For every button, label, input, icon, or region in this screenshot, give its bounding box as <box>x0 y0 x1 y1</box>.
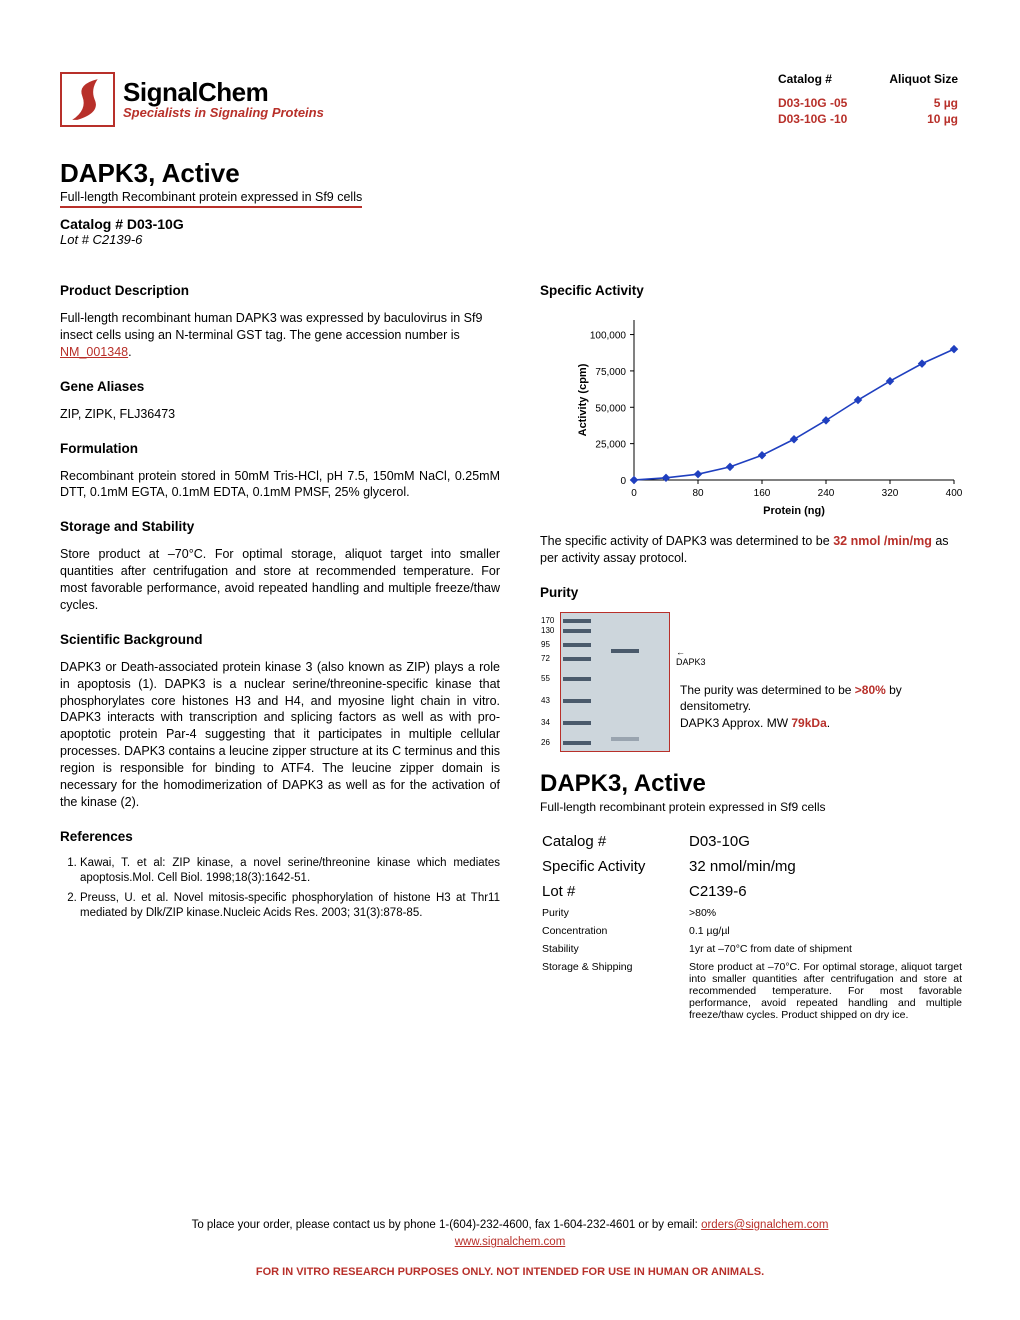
svg-text:320: 320 <box>882 488 899 499</box>
footer-warning: FOR IN VITRO RESEARCH PURPOSES ONLY. NOT… <box>60 1264 960 1281</box>
table-row: D03-10G -05 5 µg <box>778 96 958 110</box>
purity-caption: The purity was determined to be >80% by … <box>680 632 964 732</box>
logo-name: SignalChem <box>123 78 324 107</box>
header: SignalChem Specialists in Signaling Prot… <box>60 70 960 128</box>
left-column: Product Description Full-length recombin… <box>60 265 500 1025</box>
table-row: Concentration0.1 µg/µl <box>542 923 962 939</box>
svg-text:25,000: 25,000 <box>595 440 626 451</box>
catalog-size-table: Catalog # Aliquot Size D03-10G -05 5 µg … <box>776 70 960 128</box>
background-text: DAPK3 or Death-associated protein kinase… <box>60 659 500 811</box>
svg-text:80: 80 <box>692 488 704 499</box>
references-list: Kawai, T. et al: ZIP kinase, a novel ser… <box>60 856 500 922</box>
purity-gel-row: ← DAPK3 170130957255433426 The purity wa… <box>540 612 964 752</box>
heading-storage: Storage and Stability <box>60 519 500 534</box>
activity-caption: The specific activity of DAPK3 was deter… <box>540 533 964 567</box>
logo-tagline: Specialists in Signaling Proteins <box>123 106 324 120</box>
gel-image: ← DAPK3 170130957255433426 <box>560 612 670 752</box>
heading-background: Scientific Background <box>60 632 500 647</box>
table-row: Purity>80% <box>542 905 962 921</box>
catalog-number: Catalog # D03-10G <box>60 216 960 232</box>
summary-subtitle: Full-length recombinant protein expresse… <box>540 800 964 814</box>
heading-references: References <box>60 829 500 844</box>
summary-table: Catalog #D03-10G Specific Activity32 nmo… <box>540 828 964 1025</box>
footer-contact: To place your order, please contact us b… <box>192 1219 702 1231</box>
activity-chart-svg: 0 25,000 50,000 75,000 100,000 0 80 160 240 320 40… <box>570 310 964 520</box>
activity-chart: 0 25,000 50,000 75,000 100,000 0 80 160 240 320 40… <box>570 310 964 523</box>
lot-number: Lot # C2139-6 <box>60 232 960 247</box>
heading-specific-activity: Specific Activity <box>540 283 964 298</box>
footer-email-link[interactable]: orders@signalchem.com <box>701 1219 828 1231</box>
svg-text:0: 0 <box>631 488 637 499</box>
reference-item: Kawai, T. et al: ZIP kinase, a novel ser… <box>80 856 500 887</box>
heading-formulation: Formulation <box>60 441 500 456</box>
gel-band-label: ← DAPK3 <box>676 647 706 667</box>
svg-text:100,000: 100,000 <box>590 331 627 342</box>
heading-purity: Purity <box>540 585 964 600</box>
svg-text:400: 400 <box>946 488 963 499</box>
page-subtitle: Full-length Recombinant protein expresse… <box>60 190 362 208</box>
svg-text:75,000: 75,000 <box>595 367 626 378</box>
heading-gene-aliases: Gene Aliases <box>60 379 500 394</box>
table-row: Catalog #D03-10G <box>542 830 962 853</box>
footer-url-link[interactable]: www.signalchem.com <box>455 1236 566 1248</box>
logo-mark <box>60 72 115 127</box>
title-block: DAPK3, Active Full-length Recombinant pr… <box>60 158 960 247</box>
reference-item: Preuss, U. et al. Novel mitosis-specific… <box>80 891 500 922</box>
heading-product-description: Product Description <box>60 283 500 298</box>
svg-text:50,000: 50,000 <box>595 403 626 414</box>
summary-title: DAPK3, Active <box>540 770 964 798</box>
svg-text:0: 0 <box>620 476 626 487</box>
table-row: Storage & ShippingStore product at –70°C… <box>542 959 962 1023</box>
table-row: Specific Activity32 nmol/min/mg <box>542 855 962 878</box>
formulation-text: Recombinant protein stored in 50mM Tris-… <box>60 468 500 502</box>
svg-text:Activity (cpm): Activity (cpm) <box>577 363 589 436</box>
product-description-text: Full-length recombinant human DAPK3 was … <box>60 310 500 361</box>
right-column: Specific Activity 0 25,000 50,000 75,000 100… <box>540 265 964 1025</box>
table-row: D03-10G -10 10 µg <box>778 112 958 126</box>
footer: To place your order, please contact us b… <box>60 1217 960 1280</box>
table-row: Lot #C2139-6 <box>542 880 962 903</box>
col-catalog: Catalog # <box>778 72 847 94</box>
svg-text:160: 160 <box>754 488 771 499</box>
page-title: DAPK3, Active <box>60 158 960 189</box>
gene-aliases-text: ZIP, ZIPK, FLJ36473 <box>60 406 500 423</box>
col-aliquot: Aliquot Size <box>849 72 958 94</box>
table-row: Stability1yr at –70°C from date of shipm… <box>542 941 962 957</box>
logo: SignalChem Specialists in Signaling Prot… <box>60 70 324 128</box>
svg-text:Protein (ng): Protein (ng) <box>763 505 825 517</box>
accession-link[interactable]: NM_001348 <box>60 345 128 359</box>
storage-text: Store product at –70°C. For optimal stor… <box>60 546 500 614</box>
svg-text:240: 240 <box>818 488 835 499</box>
